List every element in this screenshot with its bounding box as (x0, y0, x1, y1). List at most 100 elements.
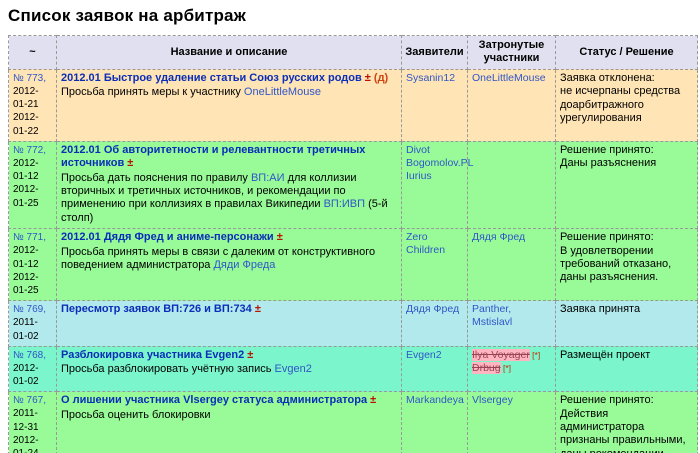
affected-user-link[interactable]: Дядя Фред (472, 231, 526, 244)
request-number-cell: № 773, 2012-01-21 2012-01-22 (8, 68, 57, 142)
affected-users-cell: Дядя Фред (467, 228, 556, 302)
text: не исчерпаны средства доарбитражного уре… (560, 85, 681, 125)
request-number-link[interactable]: № 772, (13, 144, 46, 156)
request-date: 2012-01-12 (13, 157, 39, 183)
wiki-link[interactable]: ВП:АИ (250, 171, 285, 184)
request-title-link[interactable]: 2012.01 Быстрое удаление статьи Союз рус… (61, 71, 362, 84)
affected-users-cell: Panther, Mstislavl (467, 300, 556, 347)
text: Решение принято: (560, 231, 654, 244)
header-cell-title: Название и описание (56, 35, 402, 70)
text: (5-й столп) (61, 198, 388, 224)
wiki-link[interactable]: ВП:ИВП (323, 198, 366, 211)
request-number-link[interactable]: № 769, (13, 304, 46, 316)
request-number-cell: № 768, 2012-01-02 (8, 345, 57, 393)
edit-link[interactable]: ± (273, 231, 283, 244)
request-title-cell: О лишении участника Vlsergey статуса адм… (56, 391, 402, 453)
edit-link[interactable]: ± (251, 303, 261, 316)
wiki-link[interactable]: Evgen2 (274, 363, 312, 376)
affected-users-cell (467, 140, 556, 230)
header-cell-affected: Затронутые участники (467, 35, 556, 70)
arbitration-table: ~ Название и описание Заявители Затронут… (8, 35, 698, 453)
affected-user-link[interactable]: Panther, Mstislavl (472, 303, 513, 329)
applicant-link[interactable]: Iurius (406, 170, 432, 182)
table-row: № 772, 2012-01-12 2012-01-25 2012.01 Об авт… (8, 140, 698, 230)
table-row: № 769, 2011-01-02 Пересмотр заявок ВП:726 … (8, 300, 698, 347)
applicants-cell: Evgen2 (401, 345, 468, 393)
affected-users-cell: Ilya Voyager [*] Drbug [*] (467, 345, 556, 393)
edit-link[interactable]: ± (124, 157, 134, 170)
request-description: Просьба принять меры в связи с далеким о… (61, 246, 397, 273)
request-date: 2012-01-22 (13, 112, 39, 137)
applicant-link[interactable]: Evgen2 (406, 348, 442, 361)
wiki-link[interactable]: OneLittleMouse (243, 86, 321, 99)
table-row: № 771, 2012-01-12 2012-01-25 2012.01 Дядя Ф… (8, 228, 698, 302)
note-marker[interactable]: [*] (529, 349, 541, 360)
wiki-link[interactable]: Дяди Фреда (213, 259, 276, 271)
header-row: ~ Название и описание Заявители Затронут… (8, 35, 698, 70)
text: Просьба принять меры к участнику (61, 86, 244, 99)
applicants-cell: Divot Bogomolov.PL Iurius (401, 140, 474, 230)
affected-user-link[interactable]: OneLittleMouse (472, 71, 546, 84)
text: Даны разъяснения (560, 157, 657, 170)
request-number-link[interactable]: № 773, (13, 72, 46, 84)
struck-user-link[interactable]: Drbug (472, 361, 501, 374)
text: Размещён проект (560, 348, 651, 361)
request-number-link[interactable]: № 771, (13, 232, 46, 244)
request-date: 2012-01-12 (13, 245, 39, 270)
request-number-link[interactable]: № 767, (13, 395, 46, 407)
request-title-cell: 2012.01 Быстрое удаление статьи Союз рус… (56, 68, 402, 142)
affected-users-cell: Vlsergey (467, 391, 556, 453)
request-description: Просьба разблокировать учётную запись Ev… (61, 363, 397, 376)
discussion-link[interactable]: (д) (370, 71, 389, 84)
applicants-cell: Sysanin12 (401, 68, 468, 142)
applicant-link[interactable]: Divot (406, 143, 430, 156)
request-title-line: 2012.01 Быстрое удаление статьи Союз рус… (61, 72, 397, 85)
request-title-cell: Разблокировка участника Evgen2 ± Просьба … (56, 345, 402, 393)
applicant-link[interactable]: Bogomolov.PL (406, 156, 474, 169)
edit-link[interactable]: ± (244, 348, 254, 361)
header-cell-status: Статус / Решение (555, 35, 698, 70)
affected-user-link[interactable]: Vlsergey (472, 394, 513, 407)
header-cell-number: ~ (8, 35, 57, 70)
request-number-cell: № 772, 2012-01-12 2012-01-25 (8, 140, 57, 230)
request-title-link[interactable]: Разблокировка участника Evgen2 (61, 348, 245, 361)
request-title-link[interactable]: О лишении участника Vlsergey статуса адм… (61, 394, 368, 407)
text: Заявка отклонена: (560, 71, 655, 84)
edit-link[interactable]: ± (361, 71, 371, 84)
request-title-link[interactable]: Пересмотр заявок ВП:726 и ВП:734 (61, 303, 252, 316)
request-title-cell: Пересмотр заявок ВП:726 и ВП:734 ± (56, 300, 402, 347)
note-marker[interactable]: [*] (500, 362, 512, 373)
applicant-link[interactable]: Zero Children (406, 231, 446, 257)
applicants-cell: Markandeya (401, 391, 468, 453)
table-row: № 768, 2012-01-02 Разблокировка участника … (8, 345, 698, 393)
applicants-cell: Дядя Фред (401, 300, 468, 347)
applicant-link[interactable]: Markandeya (406, 394, 464, 407)
request-title-line: Пересмотр заявок ВП:726 и ВП:734 ± (61, 303, 397, 316)
text: В удовлетворении требований отказано, да… (560, 244, 672, 284)
struck-user-link[interactable]: Ilya Voyager (472, 348, 530, 361)
text: Просьба принять меры в связи с далеким о… (61, 245, 376, 271)
request-date: 2011-12-31 (13, 408, 39, 433)
edit-link[interactable]: ± (367, 394, 377, 407)
request-description: Просьба дать пояснения по правилу ВП:АИ … (61, 172, 397, 226)
text: Заявка принята (560, 303, 641, 316)
request-number-cell: № 769, 2011-01-02 (8, 300, 57, 347)
status-cell: Заявка принята (555, 300, 698, 347)
request-title-link[interactable]: 2012.01 Дядя Фред и аниме-персонажи (61, 231, 274, 244)
request-title-link[interactable]: 2012.01 Об авторитетности и релевантност… (61, 143, 366, 170)
text: Решение принято: (560, 143, 654, 156)
request-number-link[interactable]: № 768, (13, 349, 46, 361)
applicant-link[interactable]: Дядя Фред (406, 303, 460, 316)
request-date: 2012-01-21 (13, 86, 39, 111)
request-date: 2012-01-02 (13, 362, 39, 388)
affected-users-cell: OneLittleMouse (467, 68, 556, 142)
status-cell: Решение принято: Действия администратора … (555, 391, 698, 453)
page-title: Список заявок на арбитраж (8, 6, 246, 25)
request-date: 2012-01-24 (13, 434, 39, 453)
request-title-line: 2012.01 Дядя Фред и аниме-персонажи ± (61, 231, 397, 244)
request-description: Просьба принять меры к участнику OneLitt… (61, 86, 397, 99)
applicant-link[interactable]: Sysanin12 (406, 71, 456, 84)
text: Действия администратора признаны правиль… (560, 407, 686, 453)
